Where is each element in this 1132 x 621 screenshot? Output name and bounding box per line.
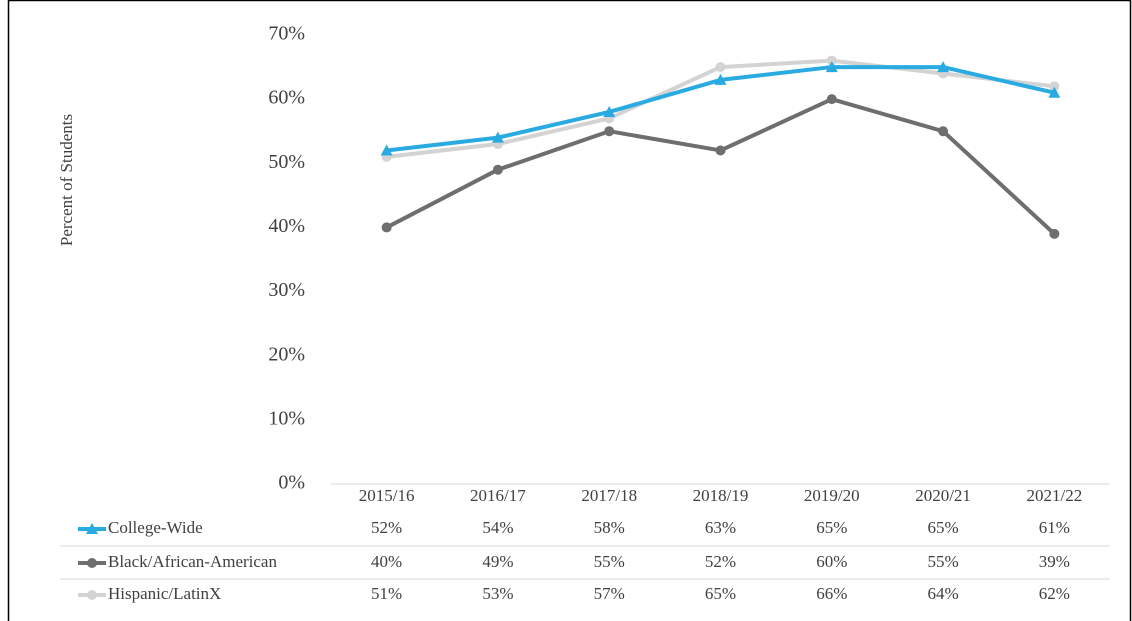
- legend-marker: [86, 523, 98, 534]
- x-tick-label: 2015/16: [359, 486, 415, 505]
- table-value: 65%: [705, 584, 736, 603]
- table-value: 39%: [1039, 552, 1070, 571]
- table-value: 64%: [927, 584, 958, 603]
- table-value: 54%: [482, 518, 513, 537]
- marker: [715, 62, 726, 73]
- marker: [1048, 86, 1061, 98]
- x-tick-label: 2018/19: [693, 486, 749, 505]
- table-value: 51%: [371, 584, 402, 603]
- legend-label: Hispanic/LatinX: [108, 584, 221, 603]
- y-tick-label: 30%: [268, 279, 305, 301]
- table-value: 55%: [927, 552, 958, 571]
- legend-marker: [87, 558, 97, 568]
- y-tick-label: 0%: [278, 472, 305, 494]
- marker: [937, 61, 950, 73]
- x-tick-label: 2020/21: [915, 486, 971, 505]
- legend-marker: [87, 590, 97, 600]
- legend-label: College-Wide: [108, 518, 203, 537]
- x-tick-label: 2019/20: [804, 486, 860, 505]
- table-value: 65%: [927, 518, 958, 537]
- marker: [715, 145, 726, 156]
- table-value: 57%: [594, 584, 625, 603]
- y-tick-label: 20%: [268, 343, 305, 365]
- table-value: 49%: [482, 552, 513, 571]
- series-line: [385, 97, 1056, 236]
- marker: [380, 144, 393, 156]
- marker: [491, 131, 504, 143]
- table-value: 55%: [594, 552, 625, 571]
- table-value: 60%: [816, 552, 847, 571]
- marker: [381, 222, 392, 233]
- x-tick-label: 2016/17: [470, 486, 526, 505]
- marker: [1049, 228, 1060, 239]
- marker: [826, 55, 837, 66]
- marker: [1049, 81, 1060, 92]
- marker: [825, 61, 838, 73]
- table-value: 40%: [371, 552, 402, 571]
- table-value: 53%: [482, 584, 513, 603]
- table-value: 52%: [371, 518, 402, 537]
- table-value: 66%: [816, 584, 847, 603]
- table-value: 63%: [705, 518, 736, 537]
- table-value: 58%: [594, 518, 625, 537]
- x-tick-label: 2017/18: [581, 486, 637, 505]
- marker: [492, 164, 503, 175]
- marker: [938, 126, 949, 137]
- table-value: 52%: [705, 552, 736, 571]
- y-tick-label: 40%: [268, 215, 305, 237]
- table-value: 65%: [816, 518, 847, 537]
- table-value: 61%: [1039, 518, 1070, 537]
- marker: [603, 105, 616, 117]
- legend-label: Black/African-American: [108, 552, 277, 571]
- y-tick-label: 10%: [268, 407, 305, 429]
- table-value: 62%: [1039, 584, 1070, 603]
- marker: [604, 126, 615, 137]
- y-tick-label: 50%: [268, 151, 305, 173]
- marker: [826, 94, 837, 105]
- y-tick-label: 60%: [268, 87, 305, 109]
- y-tick-label: 70%: [268, 23, 305, 45]
- frame: [7, 0, 1132, 621]
- marker: [714, 73, 727, 85]
- y-axis-label: Percent of Students: [57, 114, 76, 246]
- x-tick-label: 2021/22: [1026, 486, 1082, 505]
